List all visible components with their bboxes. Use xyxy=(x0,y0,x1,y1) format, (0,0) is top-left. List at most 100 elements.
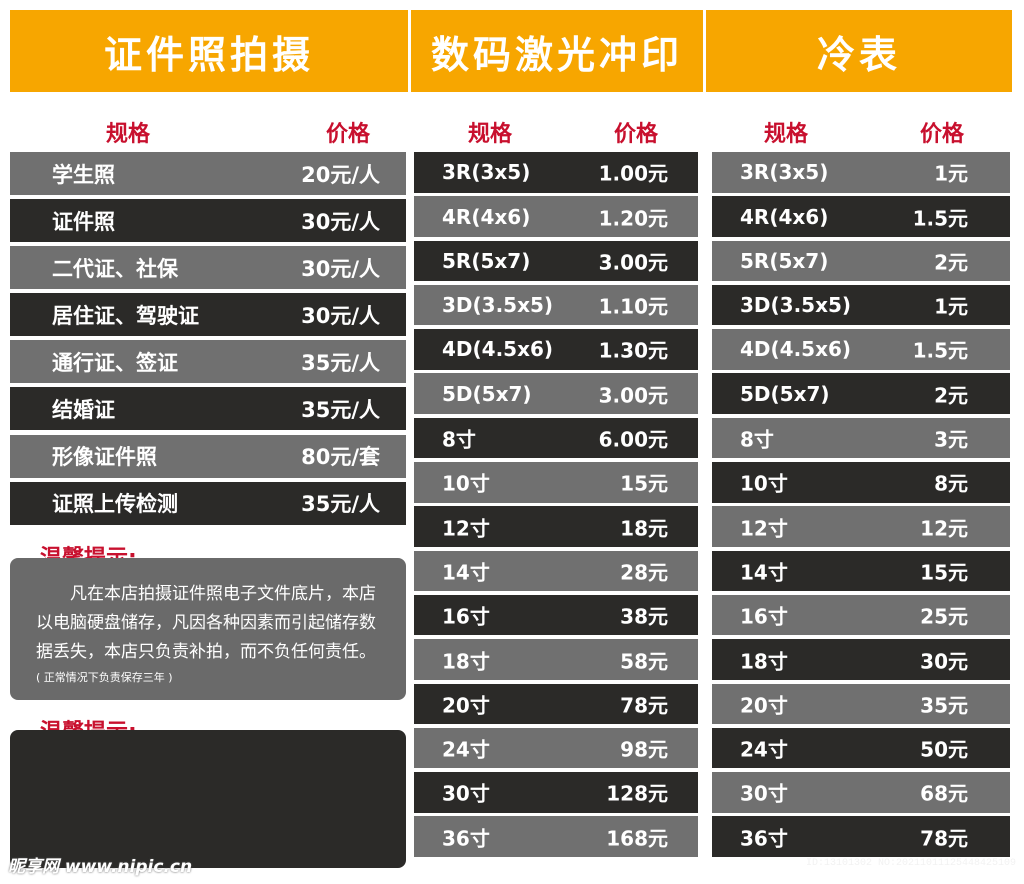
list-item: 36寸 168元 xyxy=(414,816,698,857)
list-item: 3R(3x5) 1元 xyxy=(712,152,1010,193)
item-price: 80元/套 xyxy=(301,445,380,470)
spec-label: 规格 xyxy=(106,122,151,147)
list-item: 居住证、驾驶证 30元/人 xyxy=(10,293,406,337)
item-price: 1元 xyxy=(934,161,968,186)
item-spec: 8寸 xyxy=(442,427,476,452)
item-spec: 30寸 xyxy=(740,781,788,806)
item-spec: 10寸 xyxy=(442,471,490,496)
item-spec: 学生照 xyxy=(52,162,115,187)
subhead-cold-laminate: 规格 价格 xyxy=(712,112,1010,147)
item-price: 78元 xyxy=(920,826,968,851)
list-item: 4D(4.5x6) 1.5元 xyxy=(712,329,1010,370)
item-price: 1元 xyxy=(934,294,968,319)
price-label: 价格 xyxy=(326,122,371,147)
item-price: 1.30元 xyxy=(598,338,668,363)
item-price: 35元/人 xyxy=(301,350,380,375)
list-item: 4D(4.5x6) 1.30元 xyxy=(414,329,698,370)
item-price: 30元/人 xyxy=(301,209,380,234)
list-item: 二代证、社保 30元/人 xyxy=(10,246,406,290)
item-price: 1.00元 xyxy=(598,161,668,186)
subhead-id-photo: 规格 价格 xyxy=(10,112,406,147)
item-spec: 通行证、签证 xyxy=(52,350,178,375)
item-spec: 4D(4.5x6) xyxy=(442,337,554,362)
item-price: 1.20元 xyxy=(598,206,668,231)
item-price: 2元 xyxy=(934,383,968,408)
item-price: 58元 xyxy=(620,649,668,674)
item-spec: 3D(3.5x5) xyxy=(740,293,852,318)
item-spec: 24寸 xyxy=(740,737,788,762)
item-spec: 证件照 xyxy=(52,209,115,234)
item-spec: 14寸 xyxy=(740,560,788,585)
header-digital-print: 数码激光冲印 xyxy=(411,10,703,92)
item-price: 18元 xyxy=(620,516,668,541)
item-price: 1.10元 xyxy=(598,294,668,319)
item-price: 98元 xyxy=(620,737,668,762)
item-price: 28元 xyxy=(620,560,668,585)
tip-box: 凡在本店拍摄证件照电子文件底片，本店以电脑硬盘储存，凡因各种因素而引起储存数据丢… xyxy=(10,558,406,700)
item-spec: 24寸 xyxy=(442,737,490,762)
list-item: 20寸 78元 xyxy=(414,683,698,725)
spec-label: 规格 xyxy=(468,122,513,147)
list-item: 20寸 35元 xyxy=(712,683,1010,725)
item-price: 35元/人 xyxy=(301,492,380,517)
price-label: 价格 xyxy=(614,122,659,147)
list-item: 5D(5x7) 2元 xyxy=(712,373,1010,414)
item-price: 38元 xyxy=(620,604,668,629)
item-spec: 8寸 xyxy=(740,427,774,452)
item-price: 35元 xyxy=(920,693,968,718)
image-id-tag: ID:13101302 NO:20211011125448425109 xyxy=(805,858,1016,869)
item-spec: 5D(5x7) xyxy=(442,381,532,406)
tip-text: 凡在本店拍摄证件照电子文件底片，本店以电脑硬盘储存，凡因各种因素而引起储存数据丢… xyxy=(36,584,376,662)
list-item: 8寸 3元 xyxy=(712,417,1010,459)
item-spec: 3D(3.5x5) xyxy=(442,293,554,318)
list-item: 4R(4x6) 1.20元 xyxy=(414,196,698,237)
list-item: 通行证、签证 35元/人 xyxy=(10,340,406,384)
item-spec: 30寸 xyxy=(442,781,490,806)
tip-box-empty xyxy=(10,730,406,868)
list-item: 证件照 30元/人 xyxy=(10,199,406,243)
subhead-digital-print: 规格 价格 xyxy=(414,112,698,147)
list-item: 3D(3.5x5) 1元 xyxy=(712,284,1010,326)
digital-print-list: 3R(3x5) 1.00元 4R(4x6) 1.20元 5R(5x7) 3.00元 3D(3… xyxy=(414,152,698,861)
item-spec: 形像证件照 xyxy=(52,445,157,470)
header-id-photo: 证件照拍摄 xyxy=(10,10,408,92)
item-price: 25元 xyxy=(920,604,968,629)
item-spec: 12寸 xyxy=(442,516,490,541)
item-price: 68元 xyxy=(920,781,968,806)
item-price: 12元 xyxy=(920,516,968,541)
list-item: 10寸 8元 xyxy=(712,462,1010,503)
list-item: 结婚证 35元/人 xyxy=(10,387,406,431)
list-item: 5R(5x7) 2元 xyxy=(712,240,1010,282)
item-spec: 5D(5x7) xyxy=(740,381,830,406)
item-spec: 36寸 xyxy=(740,826,788,851)
list-item: 18寸 30元 xyxy=(712,639,1010,680)
item-price: 20元/人 xyxy=(301,162,380,187)
item-spec: 3R(3x5) xyxy=(442,160,531,185)
list-item: 36寸 78元 xyxy=(712,816,1010,857)
price-label: 价格 xyxy=(920,122,965,147)
tip-note: ( 正常情况下负责保存三年 ) xyxy=(36,671,173,684)
list-item: 12寸 12元 xyxy=(712,506,1010,547)
item-spec: 12寸 xyxy=(740,516,788,541)
item-price: 15元 xyxy=(620,471,668,496)
item-spec: 5R(5x7) xyxy=(740,248,829,273)
item-price: 3.00元 xyxy=(598,250,668,275)
item-price: 50元 xyxy=(920,737,968,762)
item-price: 30元/人 xyxy=(301,303,380,328)
item-price: 8元 xyxy=(934,471,968,496)
list-item: 18寸 58元 xyxy=(414,639,698,680)
list-item: 学生照 20元/人 xyxy=(10,152,406,195)
item-price: 2元 xyxy=(934,250,968,275)
item-spec: 4R(4x6) xyxy=(740,204,829,229)
list-item: 3R(3x5) 1.00元 xyxy=(414,152,698,193)
item-price: 168元 xyxy=(606,826,668,851)
list-item: 16寸 38元 xyxy=(414,594,698,636)
list-item: 5D(5x7) 3.00元 xyxy=(414,373,698,414)
item-spec: 16寸 xyxy=(442,604,490,629)
item-spec: 20寸 xyxy=(740,693,788,718)
item-spec: 5R(5x7) xyxy=(442,248,531,273)
item-price: 3.00元 xyxy=(598,383,668,408)
item-spec: 二代证、社保 xyxy=(52,256,178,281)
item-spec: 3R(3x5) xyxy=(740,160,829,185)
